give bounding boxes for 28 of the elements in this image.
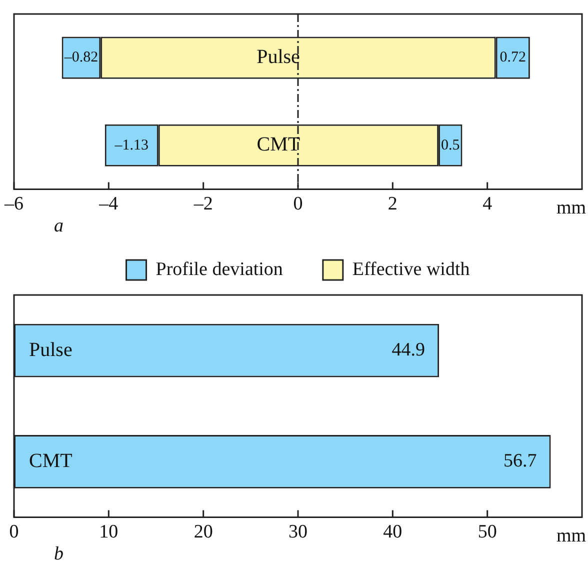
text: a — [54, 216, 64, 237]
data-label: 0.72 — [500, 50, 526, 66]
x-tick-label: –2 — [192, 194, 213, 215]
x-tick-label: 30 — [288, 522, 308, 543]
data-label: 44.9 — [392, 340, 426, 361]
category-label: CMT — [29, 450, 72, 472]
legend-label: Effective width — [352, 258, 470, 280]
x-tick-label: 2 — [388, 194, 398, 215]
x-tick-label: 0 — [293, 194, 303, 215]
x-axis-title: mm — [556, 198, 586, 219]
x-tick-label: 50 — [478, 522, 497, 543]
x-tick-label: 40 — [383, 522, 402, 543]
data-label: –1.13 — [114, 137, 148, 154]
x-tick-label: –4 — [98, 194, 119, 215]
x-tick-label: 10 — [99, 522, 118, 543]
x-tick-label: 4 — [482, 194, 493, 215]
data-label: –0.82 — [63, 50, 98, 66]
x-tick-label: 0 — [9, 522, 19, 543]
x-tick-label: 20 — [194, 522, 213, 543]
text: b — [54, 544, 64, 562]
category-label: Pulse — [29, 338, 72, 361]
legend-label: Profile deviation — [156, 258, 284, 280]
x-axis-title: mm — [556, 526, 586, 547]
x-tick-label: –6 — [4, 194, 24, 215]
data-label: 56.7 — [504, 450, 537, 472]
category-label: Pulse — [256, 46, 300, 68]
data-label: 0.5 — [441, 137, 460, 154]
category-label: CMT — [256, 134, 300, 156]
